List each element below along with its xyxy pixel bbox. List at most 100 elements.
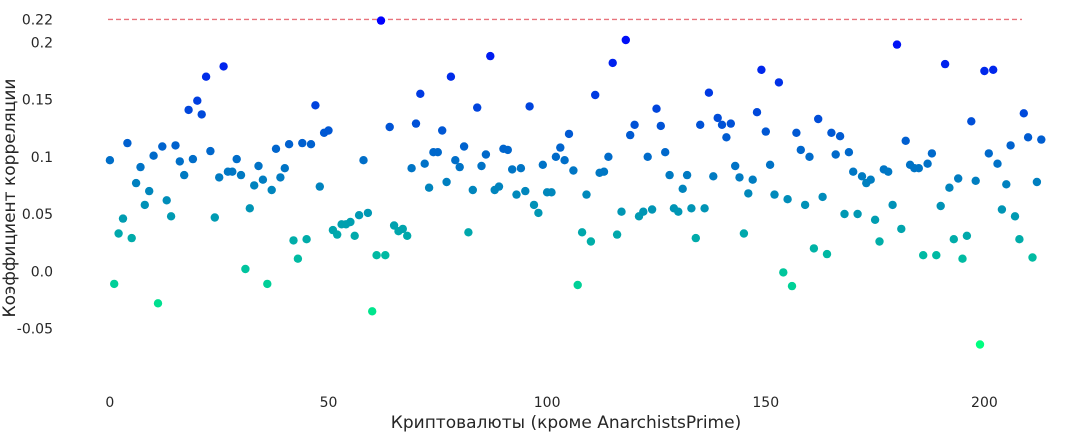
y-axis-ticks: 0.22 0.2 0.15 0.1 0.05 0.0 -0.05 — [17, 12, 53, 337]
data-point — [416, 89, 425, 99]
data-point — [241, 264, 250, 274]
data-point — [892, 40, 902, 49]
data-point — [153, 299, 163, 308]
data-point — [455, 162, 464, 172]
data-point — [311, 101, 320, 110]
data-point — [118, 214, 128, 223]
data-point — [932, 251, 941, 260]
data-point — [682, 170, 692, 180]
data-points — [105, 16, 1046, 349]
data-point — [975, 340, 985, 349]
data-point — [984, 149, 993, 158]
data-point — [171, 141, 180, 150]
data-point — [591, 90, 600, 100]
data-point — [1023, 133, 1033, 142]
data-point — [180, 170, 189, 180]
data-point — [158, 142, 167, 151]
data-point — [573, 280, 582, 290]
data-point — [761, 127, 770, 136]
data-point — [765, 160, 775, 169]
data-point — [350, 231, 359, 240]
data-point — [647, 205, 657, 214]
data-point — [547, 188, 556, 197]
data-point — [271, 144, 281, 153]
data-point — [197, 110, 206, 119]
data-point — [289, 236, 298, 245]
data-point — [800, 200, 810, 210]
data-point — [696, 120, 705, 129]
data-point — [508, 165, 517, 174]
data-point — [114, 229, 123, 238]
data-point — [473, 103, 482, 112]
data-point — [188, 154, 198, 164]
data-point — [420, 159, 429, 168]
data-point — [656, 121, 665, 131]
data-point — [617, 207, 626, 216]
data-point — [796, 145, 805, 155]
data-point — [792, 128, 801, 137]
data-point — [346, 217, 355, 227]
data-point — [486, 51, 495, 61]
data-point — [967, 117, 976, 126]
data-point — [643, 152, 652, 161]
data-point — [131, 178, 141, 188]
data-point — [827, 128, 836, 137]
data-point — [993, 159, 1002, 168]
data-point — [293, 254, 303, 263]
data-point — [210, 213, 219, 222]
data-point — [560, 156, 569, 165]
data-point — [840, 209, 849, 219]
data-point — [302, 235, 311, 244]
data-point — [149, 151, 158, 160]
data-point — [1015, 235, 1024, 244]
data-point — [709, 172, 718, 181]
data-point — [1002, 180, 1011, 189]
data-point — [438, 126, 447, 135]
data-point — [704, 88, 714, 97]
data-point — [145, 186, 154, 196]
data-point — [630, 120, 639, 129]
data-point — [971, 176, 980, 185]
data-point — [451, 156, 460, 165]
data-point — [739, 229, 749, 238]
data-point — [215, 173, 224, 182]
data-point — [385, 122, 394, 132]
data-point — [857, 172, 867, 181]
data-point — [306, 140, 316, 149]
data-point — [621, 35, 630, 45]
data-point — [411, 119, 421, 128]
data-point — [897, 224, 906, 234]
data-point — [604, 152, 613, 161]
data-point — [599, 167, 609, 176]
data-point — [888, 200, 897, 210]
data-point — [521, 186, 530, 196]
data-point — [582, 190, 591, 199]
data-point — [245, 204, 254, 213]
data-point — [844, 148, 854, 157]
data-point — [945, 183, 954, 192]
data-point — [564, 129, 574, 139]
data-point — [787, 281, 797, 291]
data-point — [276, 173, 285, 182]
data-point — [770, 190, 779, 199]
data-point — [538, 160, 547, 169]
data-point — [849, 167, 858, 176]
data-point — [459, 142, 469, 151]
data-point — [949, 235, 958, 244]
data-point — [936, 201, 945, 211]
data-point — [713, 113, 722, 123]
data-point — [368, 307, 377, 316]
data-point — [962, 231, 972, 240]
data-point — [940, 59, 950, 69]
data-point — [403, 231, 412, 240]
data-point — [779, 268, 788, 277]
data-point — [639, 207, 648, 216]
data-point — [674, 207, 683, 216]
data-point — [298, 138, 307, 148]
data-point — [835, 132, 845, 141]
data-point — [744, 189, 753, 198]
data-point — [923, 159, 932, 168]
data-point — [254, 161, 263, 171]
data-point — [359, 156, 368, 165]
